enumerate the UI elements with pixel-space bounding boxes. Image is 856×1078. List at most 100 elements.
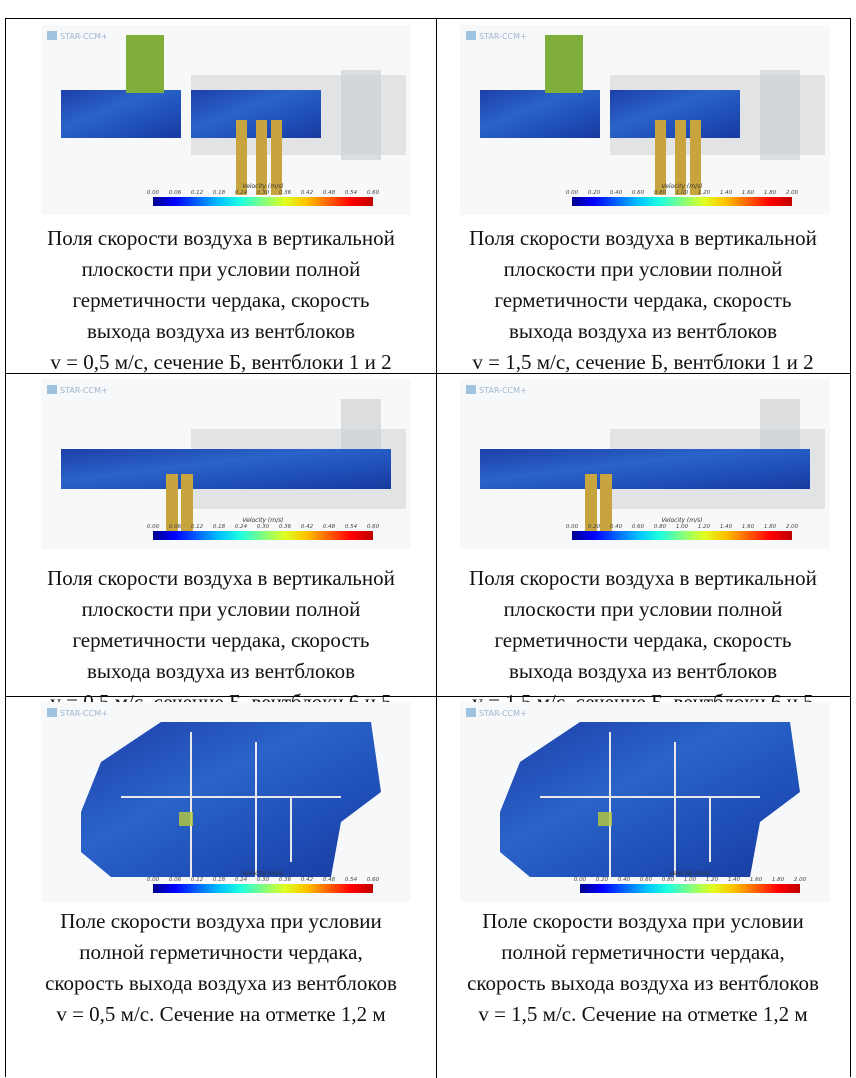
legend-tick: 1.00 xyxy=(684,877,697,883)
legend-title: Velocity (m/s) xyxy=(669,870,710,877)
legend-tick: 0.18 xyxy=(213,524,226,530)
table-cell: STAR-CCM+Velocity (m/s)0.000.200.400.600… xyxy=(436,696,850,1078)
logo-icon xyxy=(47,31,57,40)
caption-line: полной герметичности чердака, xyxy=(6,937,436,968)
legend-tick: 2.00 xyxy=(786,524,799,530)
legend-tick: 1.40 xyxy=(728,877,741,883)
table: STAR-CCM+ Velocity (m/s) 0.00 0.06 0.12 0.18 0… xyxy=(5,18,851,1077)
logo-icon xyxy=(466,708,476,717)
caption-line: плоскости при условии полной xyxy=(6,254,436,285)
legend-tick: 0.06 xyxy=(169,190,182,196)
legend-title: Velocity (m/s) xyxy=(661,183,702,190)
caption-line: Поля скорости воздуха в вертикальной xyxy=(6,563,436,594)
legend-tick: 0.24 xyxy=(235,524,248,530)
caption-line: выхода воздуха из вентблоков xyxy=(436,316,850,347)
legend-tick: 0.42 xyxy=(301,190,314,196)
legend-tick: 0.80 xyxy=(654,190,667,196)
logo: STAR-CCM+ xyxy=(479,32,527,41)
table-cell: STAR-CCM+Velocity (m/s)0.000.200.400.600… xyxy=(436,19,850,373)
legend-tick: 1.00 xyxy=(676,190,689,196)
page: STAR-CCM+ Velocity (m/s) 0.00 0.06 0.12 0.18 0… xyxy=(0,0,856,1077)
colorbar xyxy=(153,884,373,893)
caption-line: выхода воздуха из вентблоков xyxy=(6,656,436,687)
legend-tick: 2.00 xyxy=(786,190,799,196)
legend-tick: 0.20 xyxy=(596,877,609,883)
legend-tick: 0.60 xyxy=(367,877,380,883)
colorbar xyxy=(572,531,792,540)
legend-tick: 1.80 xyxy=(764,524,777,530)
caption-line: полной герметичности чердака, xyxy=(436,937,850,968)
flow-region xyxy=(126,35,164,93)
legend-tick: 0.36 xyxy=(279,877,292,883)
caption-line: герметичности чердака, скорость xyxy=(6,285,436,316)
caption-line: герметичности чердака, скорость xyxy=(436,285,850,316)
caption-line: скорость выхода воздуха из вентблоков xyxy=(6,968,436,999)
table-row: STAR-CCM+Velocity (m/s)0.000.060.120.180… xyxy=(6,373,850,697)
legend-title: Velocity (m/s) xyxy=(242,183,283,190)
legend-tick: 0.00 xyxy=(574,877,587,883)
legend-tick: 0.12 xyxy=(191,190,204,196)
caption-line: герметичности чердака, скорость xyxy=(436,625,850,656)
legend-tick: 0.80 xyxy=(654,524,667,530)
legend-tick: 0.60 xyxy=(632,524,645,530)
legend-tick: 0.40 xyxy=(610,524,623,530)
legend-tick: 0.24 xyxy=(235,190,248,196)
legend-tick: 0.00 xyxy=(147,190,160,196)
legend-tick: 0.00 xyxy=(566,524,579,530)
legend-tick: 1.80 xyxy=(764,190,777,196)
legend-tick: 1.60 xyxy=(750,877,763,883)
legend-tick: 0.00 xyxy=(147,877,160,883)
legend-tick: 1.20 xyxy=(698,190,711,196)
legend-title: Velocity (m/s) xyxy=(242,517,283,524)
legend-tick: 0.48 xyxy=(323,190,336,196)
legend-tick: 0.20 xyxy=(588,524,601,530)
caption-line: Поле скорости воздуха при условии xyxy=(6,906,436,937)
legend-tick: 0.42 xyxy=(301,877,314,883)
legend-tick: 1.00 xyxy=(676,524,689,530)
caption-line: плоскости при условии полной xyxy=(436,594,850,625)
legend-tick: 2.00 xyxy=(794,877,807,883)
legend-tick: 1.60 xyxy=(742,190,755,196)
legend-tick: 0.06 xyxy=(169,877,182,883)
legend-tick: 0.30 xyxy=(257,524,270,530)
legend-tick: 0.36 xyxy=(279,524,292,530)
legend-tick: 1.40 xyxy=(720,524,733,530)
flow-region xyxy=(545,35,583,93)
legend-tick: 1.20 xyxy=(698,524,711,530)
legend-tick: 0.60 xyxy=(367,190,380,196)
table-row: STAR-CCM+ Velocity (m/s) 0.00 0.06 0.12 0.18 0… xyxy=(6,19,850,374)
logo-icon xyxy=(466,31,476,40)
legend-tick: 1.60 xyxy=(742,524,755,530)
legend-tick: 0.20 xyxy=(588,190,601,196)
legend-tick: 0.54 xyxy=(345,877,358,883)
legend-tick: 0.18 xyxy=(213,190,226,196)
colorbar xyxy=(153,197,373,206)
legend-tick: 0.06 xyxy=(169,524,182,530)
caption-line: плоскости при условии полной xyxy=(6,594,436,625)
legend-tick: 0.60 xyxy=(367,524,380,530)
logo: STAR-CCM+ xyxy=(60,32,108,41)
flow-region xyxy=(480,90,600,138)
caption-line: выхода воздуха из вентблоков xyxy=(436,656,850,687)
legend-tick: 0.48 xyxy=(323,524,336,530)
legend-tick: 0.12 xyxy=(191,877,204,883)
legend-tick: 1.80 xyxy=(772,877,785,883)
caption-line: v = 0,5 м/с. Сечение на отметке 1,2 м xyxy=(6,999,436,1030)
caption-line: Поля скорости воздуха в вертикальной xyxy=(6,223,436,254)
flow-region xyxy=(61,90,181,138)
simulation-image: STAR-CCM+Velocity (m/s)0.000.200.400.600… xyxy=(460,702,830,902)
caption-line: герметичности чердака, скорость xyxy=(6,625,436,656)
legend-tick: 0.54 xyxy=(345,524,358,530)
legend-tick: 0.48 xyxy=(323,877,336,883)
legend-tick: 0.12 xyxy=(191,524,204,530)
legend-tick: 0.54 xyxy=(345,190,358,196)
legend-tick: 0.80 xyxy=(662,877,675,883)
legend-tick: 0.30 xyxy=(257,190,270,196)
